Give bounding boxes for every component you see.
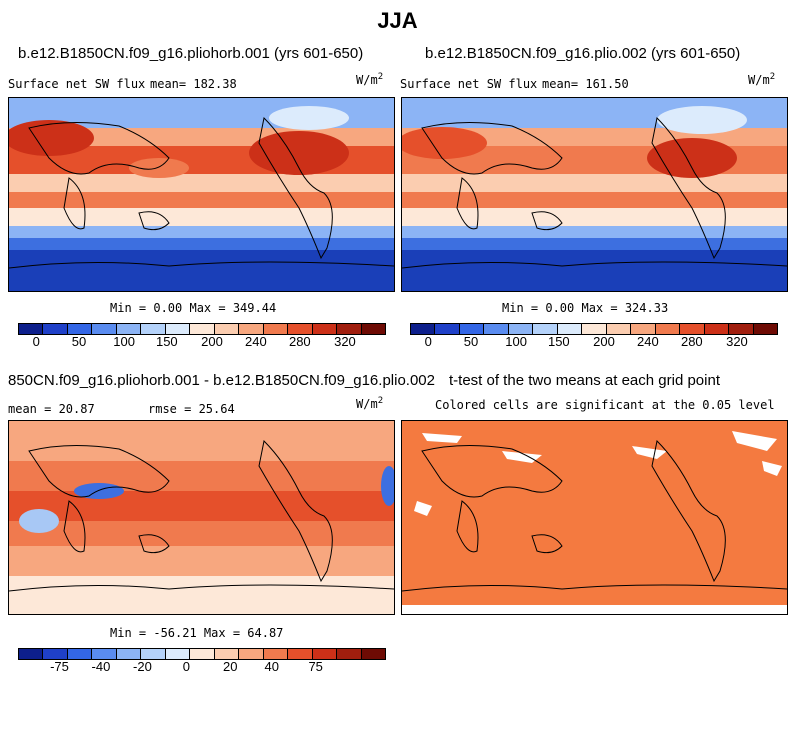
colorbar-swatch (312, 324, 338, 334)
colorbar-swatch (190, 649, 215, 659)
colorbar-swatch (680, 324, 705, 334)
panel3-rmse-label: rmse = 25.64 (148, 402, 235, 416)
colorbar-swatch (214, 649, 240, 659)
panel2-colorbar (410, 323, 778, 335)
colorbar-swatch (19, 649, 44, 659)
colorbar-swatch (92, 649, 117, 659)
colorbar-tick-label: 240 (637, 334, 659, 349)
colorbar-tick-label: 100 (113, 334, 135, 349)
colorbar-swatch (557, 324, 583, 334)
colorbar-tick-label: 280 (680, 334, 703, 349)
colorbar-swatch (337, 324, 362, 334)
colorbar-swatch (655, 324, 681, 334)
colorbar-tick-label: 50 (71, 334, 87, 349)
figure-title: JJA (377, 8, 418, 33)
colorbar-tick-label: -75 (50, 659, 69, 674)
colorbar-tick-label: 0 (32, 334, 40, 349)
panel1-minmax: Min = 0.00 Max = 349.44 (110, 301, 277, 315)
colorbar-tick-label: 320 (726, 334, 748, 349)
colorbar-tick-label: 75 (308, 659, 323, 674)
colorbar-tick-label: 200 (201, 334, 223, 349)
colorbar-swatch (729, 324, 754, 334)
colorbar-swatch (753, 324, 778, 334)
colorbar-tick-label: 150 (155, 334, 178, 349)
colorbar-swatch (19, 324, 44, 334)
colorbar-tick-label: 20 (223, 659, 238, 674)
panel2-minmax: Min = 0.00 Max = 324.33 (502, 301, 669, 315)
colorbar-swatch (484, 324, 509, 334)
colorbar-tick-label: 0 (182, 659, 190, 674)
colorbar-swatch (141, 649, 166, 659)
colorbar-swatch (582, 324, 607, 334)
panel3-colorbar (18, 648, 386, 660)
colorbar-swatch (508, 324, 534, 334)
colorbar-swatch (288, 649, 313, 659)
colorbar-swatch (116, 649, 142, 659)
panel1-colorbar-labels: 0 50 100 150 200 240 280 320 (18, 334, 384, 350)
colorbar-swatch (141, 324, 166, 334)
panel2-mean-label: mean= 161.50 (542, 77, 629, 91)
colorbar-swatch (361, 324, 386, 334)
panel1-colorbar (18, 323, 386, 335)
panel1-case-title: b.e12.B1850CN.f09_g16.pliohorb.001 (yrs … (18, 45, 364, 62)
colorbar-tick-label: 280 (288, 334, 311, 349)
colorbar-swatch (190, 324, 215, 334)
colorbar-tick-label: 0 (424, 334, 432, 349)
colorbar-swatch (263, 324, 289, 334)
panel2-map (401, 97, 788, 292)
colorbar-swatch (165, 324, 191, 334)
colorbar-swatch (606, 324, 632, 334)
panel2-case-title: b.e12.B1850CN.f09_g16.plio.002 (yrs 601-… (425, 45, 741, 62)
colorbar-swatch (67, 324, 93, 334)
colorbar-swatch (214, 324, 240, 334)
colorbar-swatch (312, 649, 338, 659)
colorbar-swatch (67, 649, 93, 659)
colorbar-swatch (239, 324, 264, 334)
panel3-units: W/m2 (356, 396, 384, 411)
colorbar-tick-label: 100 (505, 334, 527, 349)
panel3-minmax: Min = -56.21 Max = 64.87 (110, 626, 284, 640)
panel4-subtitle: Colored cells are significant at the 0.0… (435, 398, 775, 412)
panel1-variable-label: Surface net SW flux (8, 77, 146, 91)
colorbar-tick-label: -20 (133, 659, 152, 674)
colorbar-swatch (43, 324, 68, 334)
panel1-mean-label: mean= 182.38 (150, 77, 237, 91)
panel2-units: W/m2 (748, 72, 776, 87)
colorbar-swatch (459, 324, 485, 334)
panel3-colorbar-labels: -75 -40 -20 0 20 40 75 (18, 659, 384, 675)
panel4-title: t-test of the two means at each grid poi… (449, 372, 720, 389)
colorbar-swatch (116, 324, 142, 334)
panel2-colorbar-labels: 0 50 100 150 200 240 280 320 (410, 334, 776, 350)
colorbar-swatch (239, 649, 264, 659)
colorbar-tick-label: 240 (245, 334, 267, 349)
colorbar-swatch (337, 649, 362, 659)
panel3-case-title: 850CN.f09_g16.pliohorb.001 - b.e12.B1850… (8, 372, 435, 389)
colorbar-tick-label: -40 (91, 659, 111, 674)
panel4-map (401, 420, 788, 615)
colorbar-tick-label: 40 (264, 659, 279, 674)
colorbar-swatch (165, 649, 191, 659)
colorbar-tick-label: 320 (334, 334, 356, 349)
colorbar-swatch (288, 324, 313, 334)
panel2-variable-label: Surface net SW flux (400, 77, 538, 91)
colorbar-swatch (263, 649, 289, 659)
panel1-units: W/m2 (356, 72, 384, 87)
colorbar-swatch (43, 649, 68, 659)
colorbar-swatch (631, 324, 656, 334)
panel3-map (8, 420, 395, 615)
colorbar-swatch (435, 324, 460, 334)
panel1-map (8, 97, 395, 292)
colorbar-swatch (361, 649, 386, 659)
colorbar-swatch (411, 324, 436, 334)
colorbar-swatch (533, 324, 558, 334)
panel3-mean-label: mean = 20.87 (8, 402, 95, 416)
colorbar-tick-label: 50 (463, 334, 479, 349)
colorbar-tick-label: 200 (593, 334, 615, 349)
colorbar-tick-label: 150 (547, 334, 570, 349)
colorbar-swatch (92, 324, 117, 334)
colorbar-swatch (704, 324, 730, 334)
